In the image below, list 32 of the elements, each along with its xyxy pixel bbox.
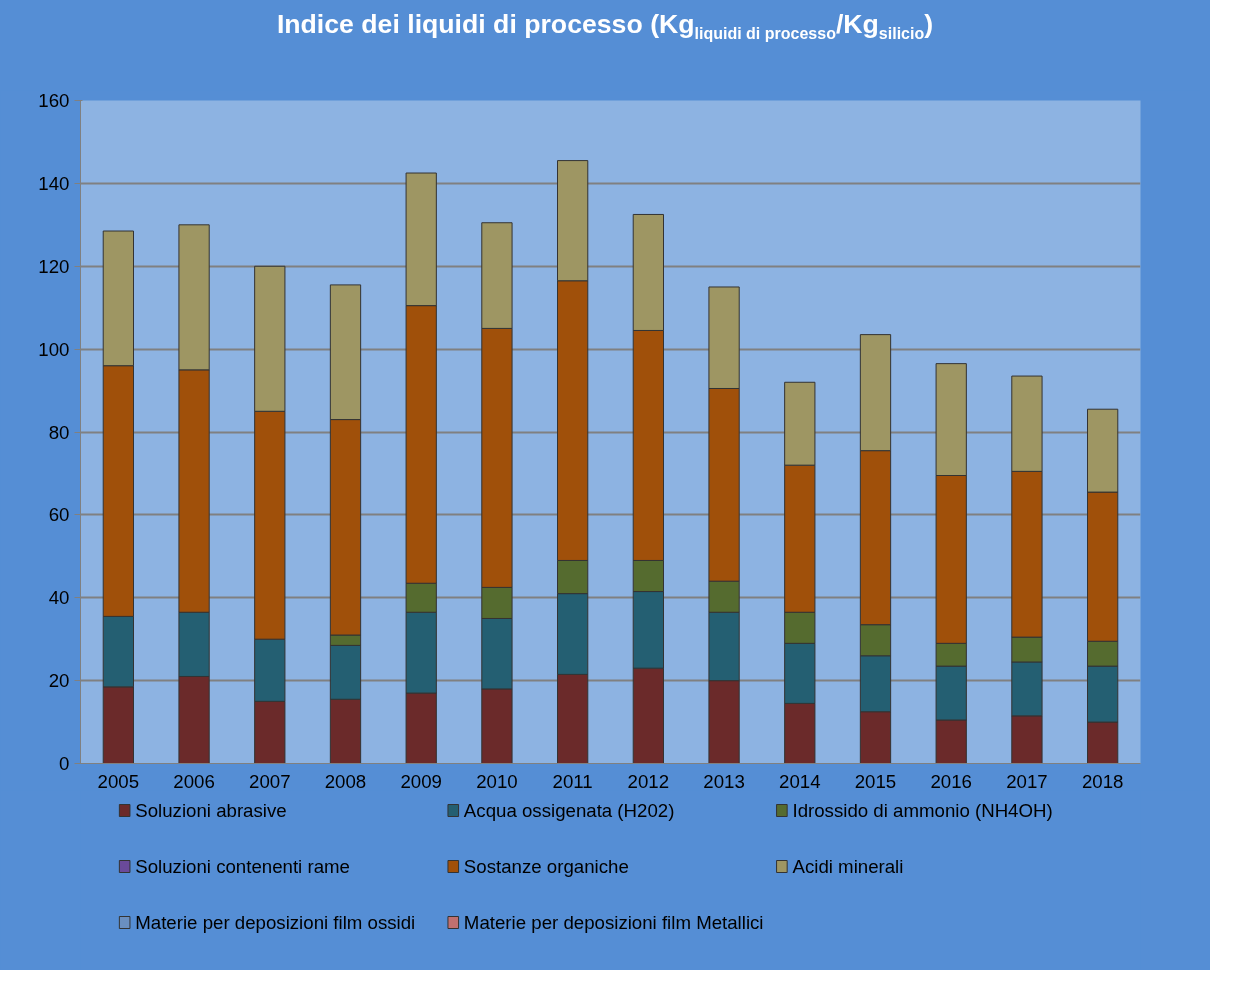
x-tick-label: 2010: [476, 770, 518, 792]
x-tick-label: 2008: [324, 770, 367, 792]
chart-title: Indice dei liquidi di processo (Kg$_{liquidi di processo}$/Kg$_{silicio}$): [275, 8, 935, 45]
legend-label: Acidi minerali: [792, 856, 904, 877]
x-tick-label: 2016: [930, 770, 972, 792]
x-tick-label: 2005: [97, 770, 140, 792]
x-tick-label: 2007: [249, 770, 291, 792]
y-tick-label: 0: [59, 753, 70, 774]
y-tick-label: 140: [38, 172, 70, 194]
y-tick-label: 60: [48, 504, 70, 526]
x-tick-label: 2017: [1006, 770, 1048, 792]
x-tick-label: 2013: [703, 770, 745, 792]
y-tick-label: 160: [38, 90, 70, 111]
legend-label: Materie per deposizioni film Metallici: [463, 912, 764, 933]
y-tick-label: 40: [48, 587, 70, 609]
legend-label: Idrossido di ammonio (NH4OH): [792, 800, 1053, 821]
legend-label: Soluzioni contenenti rame: [135, 856, 350, 877]
x-tick-label: 2011: [552, 770, 593, 792]
legend-label: Materie per deposizioni film ossidi: [135, 912, 416, 933]
legend-label: Acqua ossigenata (H202): [463, 800, 675, 821]
x-tick-label: 2015: [854, 770, 897, 792]
x-tick-label: 2009: [400, 770, 442, 792]
y-tick-label: 20: [48, 670, 70, 692]
x-tick-label: 2006: [173, 770, 215, 792]
x-tick-label: 2012: [627, 770, 670, 792]
legend-label: Sostanze organiche: [463, 856, 629, 877]
y-tick-label: 120: [38, 255, 70, 277]
y-tick-label: 80: [48, 421, 70, 443]
y-tick-label: 100: [38, 338, 70, 360]
x-tick-label: 2018: [1081, 770, 1124, 792]
x-tick-label: 2014: [779, 770, 821, 792]
legend-label: Soluzioni abrasive: [135, 800, 287, 821]
